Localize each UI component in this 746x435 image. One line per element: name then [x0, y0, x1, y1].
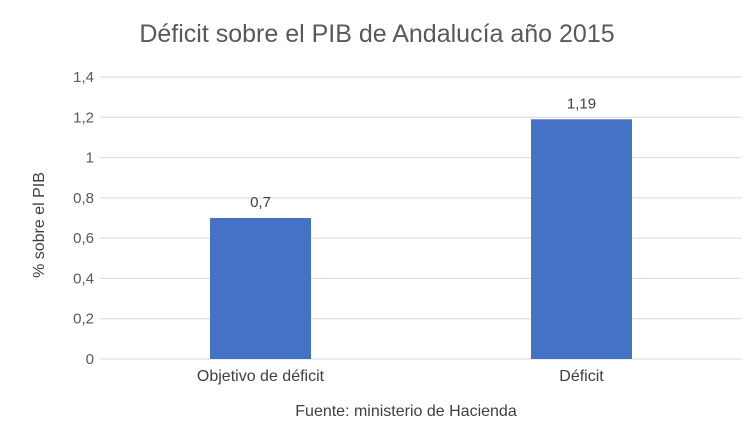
chart-source: Fuente: ministerio de Hacienda — [295, 403, 517, 420]
x-category-label: Déficit — [559, 368, 604, 385]
bars — [210, 119, 632, 359]
y-tick-label: 1,4 — [73, 69, 94, 86]
y-tick-label: 1,2 — [73, 109, 94, 126]
x-axis-categories: Objetivo de déficit Déficit — [197, 368, 604, 385]
x-category-label: Objetivo de déficit — [197, 368, 325, 385]
y-tick-label: 1 — [86, 150, 94, 167]
y-tick-label: 0,2 — [73, 311, 94, 328]
y-tick-label: 0,6 — [73, 230, 94, 247]
y-tick-label: 0,4 — [73, 270, 94, 287]
chart-title: Déficit sobre el PIB de Andalucía año 20… — [139, 20, 614, 48]
bar — [531, 119, 632, 359]
data-labels: 0,7 1,19 — [250, 95, 596, 211]
y-tick-label: 0 — [86, 351, 94, 368]
data-label: 0,7 — [250, 194, 271, 211]
gridlines — [100, 76, 742, 360]
data-label: 1,19 — [567, 95, 596, 112]
y-axis-title: % sobre el PIB — [31, 172, 48, 278]
bar — [210, 218, 311, 359]
y-tick-label: 0,8 — [73, 190, 94, 207]
y-axis-ticks: 0 0,2 0,4 0,6 0,8 1 1,2 1,4 — [73, 69, 94, 368]
